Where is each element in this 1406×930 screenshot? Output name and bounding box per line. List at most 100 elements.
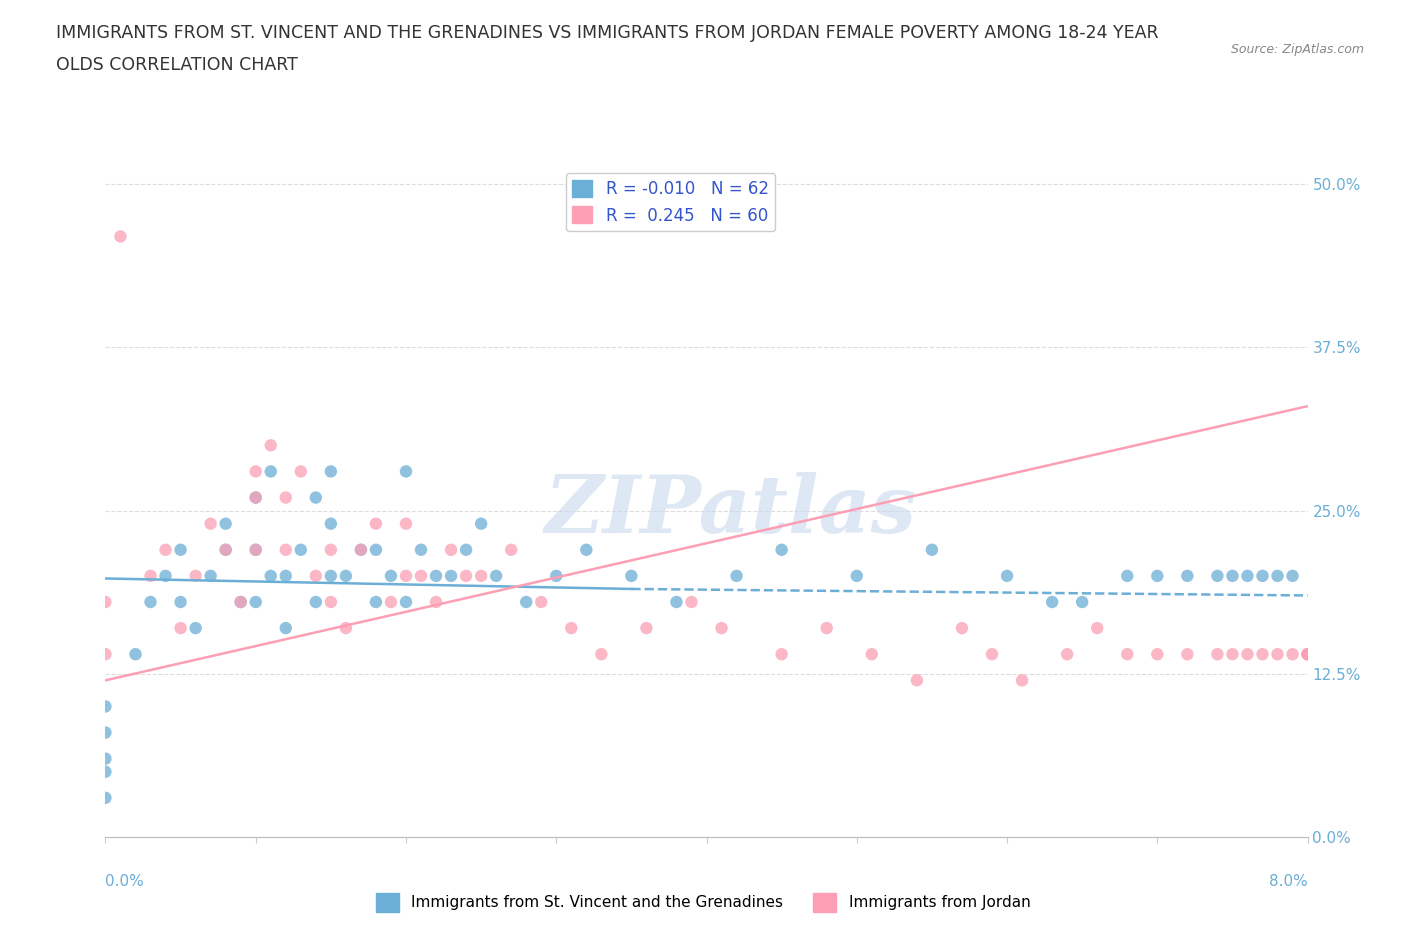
Point xyxy=(485,568,508,583)
Point xyxy=(1175,646,1198,661)
Point xyxy=(229,594,252,609)
Point xyxy=(1281,646,1303,661)
Point xyxy=(200,568,222,583)
Point xyxy=(274,490,297,505)
Point xyxy=(710,620,733,635)
Point xyxy=(546,568,568,583)
Point xyxy=(245,594,267,609)
Point xyxy=(245,490,267,505)
Point xyxy=(1116,568,1139,583)
Point xyxy=(274,620,297,635)
Point xyxy=(245,464,267,479)
Point xyxy=(995,568,1018,583)
Point xyxy=(1281,568,1303,583)
Point xyxy=(245,542,267,557)
Point xyxy=(364,594,387,609)
Point xyxy=(1296,646,1319,661)
Point xyxy=(350,542,373,557)
Point xyxy=(1296,646,1319,661)
Point xyxy=(905,673,928,688)
Point xyxy=(440,542,463,557)
Point xyxy=(139,594,162,609)
Point xyxy=(1071,594,1094,609)
Point xyxy=(470,568,492,583)
Point xyxy=(214,516,236,531)
Point xyxy=(319,542,342,557)
Point xyxy=(94,764,117,779)
Point xyxy=(530,594,553,609)
Point xyxy=(169,542,191,557)
Point xyxy=(454,568,477,583)
Point xyxy=(591,646,613,661)
Point xyxy=(319,464,342,479)
Point xyxy=(290,464,312,479)
Point xyxy=(1251,646,1274,661)
Point xyxy=(184,620,207,635)
Point xyxy=(1206,568,1229,583)
Point xyxy=(1011,673,1033,688)
Point xyxy=(1251,568,1274,583)
Point xyxy=(1206,646,1229,661)
Point xyxy=(620,568,643,583)
Point xyxy=(1222,646,1244,661)
Point xyxy=(94,594,117,609)
Text: IMMIGRANTS FROM ST. VINCENT AND THE GRENADINES VS IMMIGRANTS FROM JORDAN FEMALE : IMMIGRANTS FROM ST. VINCENT AND THE GREN… xyxy=(56,24,1159,42)
Point xyxy=(380,568,402,583)
Point xyxy=(335,568,357,583)
Point xyxy=(470,516,492,531)
Point xyxy=(1267,568,1289,583)
Point xyxy=(1267,646,1289,661)
Point xyxy=(305,594,328,609)
Point xyxy=(364,542,387,557)
Point xyxy=(981,646,1004,661)
Point xyxy=(290,542,312,557)
Point xyxy=(1222,568,1244,583)
Point xyxy=(110,229,132,244)
Point xyxy=(1146,646,1168,661)
Point xyxy=(139,568,162,583)
Point xyxy=(214,542,236,557)
Point xyxy=(94,699,117,714)
Point xyxy=(380,594,402,609)
Point xyxy=(1296,646,1319,661)
Point xyxy=(636,620,658,635)
Point xyxy=(425,568,447,583)
Point xyxy=(1175,568,1198,583)
Point xyxy=(1146,568,1168,583)
Point xyxy=(681,594,703,609)
Point xyxy=(319,568,342,583)
Point xyxy=(409,542,432,557)
Point xyxy=(815,620,838,635)
Text: Source: ZipAtlas.com: Source: ZipAtlas.com xyxy=(1230,43,1364,56)
Point xyxy=(245,490,267,505)
Point xyxy=(560,620,582,635)
Point xyxy=(1236,568,1258,583)
Point xyxy=(409,568,432,583)
Point xyxy=(395,594,418,609)
Legend: Immigrants from St. Vincent and the Grenadines, Immigrants from Jordan: Immigrants from St. Vincent and the Gren… xyxy=(370,887,1036,918)
Point xyxy=(1296,646,1319,661)
Point xyxy=(921,542,943,557)
Point xyxy=(440,568,463,583)
Point xyxy=(395,464,418,479)
Point xyxy=(950,620,973,635)
Point xyxy=(214,542,236,557)
Point xyxy=(260,438,283,453)
Point xyxy=(1116,646,1139,661)
Point xyxy=(575,542,598,557)
Point xyxy=(274,542,297,557)
Point xyxy=(169,620,191,635)
Point xyxy=(155,542,177,557)
Point xyxy=(124,646,146,661)
Point xyxy=(335,620,357,635)
Point xyxy=(1056,646,1078,661)
Point xyxy=(454,542,477,557)
Point xyxy=(770,542,793,557)
Point xyxy=(305,490,328,505)
Point xyxy=(319,516,342,531)
Point xyxy=(245,542,267,557)
Point xyxy=(169,594,191,609)
Point xyxy=(425,594,447,609)
Text: OLDS CORRELATION CHART: OLDS CORRELATION CHART xyxy=(56,57,298,74)
Point xyxy=(305,568,328,583)
